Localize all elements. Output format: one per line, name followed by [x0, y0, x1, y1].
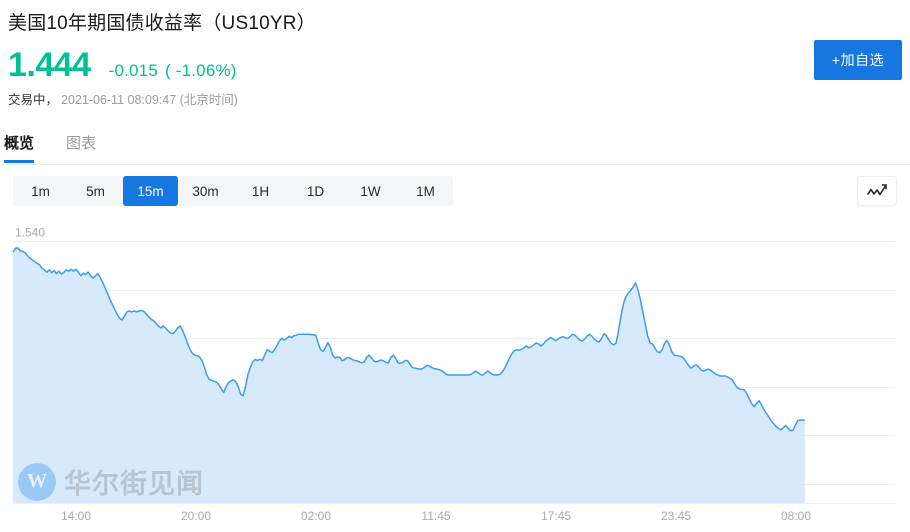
last-price: 1.444: [8, 46, 91, 84]
period-30m[interactable]: 30m: [192, 183, 219, 199]
add-to-watchlist-button[interactable]: +加自选: [814, 40, 902, 80]
price-chart[interactable]: 1.5401.5201.5001.4801.4601.44014:0020:00…: [0, 215, 910, 532]
period-1M[interactable]: 1M: [416, 183, 435, 199]
period-1w[interactable]: 1W: [360, 183, 381, 199]
x-axis-label: 14:00: [61, 509, 91, 523]
page-title: 美国10年期国债收益率（US10YR）: [8, 13, 316, 34]
change-percent: ( -1.06%): [164, 61, 237, 80]
tab-chart[interactable]: 图表: [66, 135, 97, 152]
market-status-row: 交易中， 2021-06-11 08:09:47 (北京时间): [8, 92, 238, 108]
period-5m[interactable]: 5m: [86, 183, 105, 199]
line-chart-icon: [867, 184, 887, 196]
x-axis-label: 20:00: [181, 509, 211, 523]
period-selector: 1m 5m 15m 30m 1H 1D 1W 1M: [13, 176, 453, 206]
period-1d[interactable]: 1D: [306, 183, 325, 199]
x-axis-label: 08:00: [781, 509, 811, 523]
period-15m[interactable]: 15m: [123, 176, 178, 206]
x-axis-label: 02:00: [301, 509, 331, 523]
x-axis-label: 11:45: [421, 509, 450, 523]
tab-bar: 概览 图表: [0, 132, 910, 165]
change-absolute: -0.015: [108, 61, 158, 80]
y-axis-label: 1.540: [15, 226, 45, 240]
market-status: 交易中，: [8, 93, 59, 107]
x-axis-label: 17:45: [541, 509, 571, 523]
chart-canvas: 1.5401.5201.5001.4801.4601.44014:0020:00…: [12, 226, 895, 523]
chart-type-toggle-button[interactable]: [857, 176, 897, 206]
price-row: 1.444 -0.015 ( -1.06%): [8, 46, 237, 84]
series-line: [12, 247, 805, 432]
period-1h[interactable]: 1H: [251, 183, 270, 199]
x-axis-label: 23:45: [661, 509, 691, 523]
series-area: [13, 247, 805, 503]
quote-timestamp: 2021-06-11 08:09:47 (北京时间): [61, 93, 238, 107]
tab-overview[interactable]: 概览: [4, 132, 35, 163]
period-1m[interactable]: 1m: [31, 183, 50, 199]
quote-header: 美国10年期国债收益率（US10YR） 1.444 -0.015 ( -1.06…: [0, 0, 910, 125]
price-change: -0.015 ( -1.06%): [109, 61, 237, 81]
